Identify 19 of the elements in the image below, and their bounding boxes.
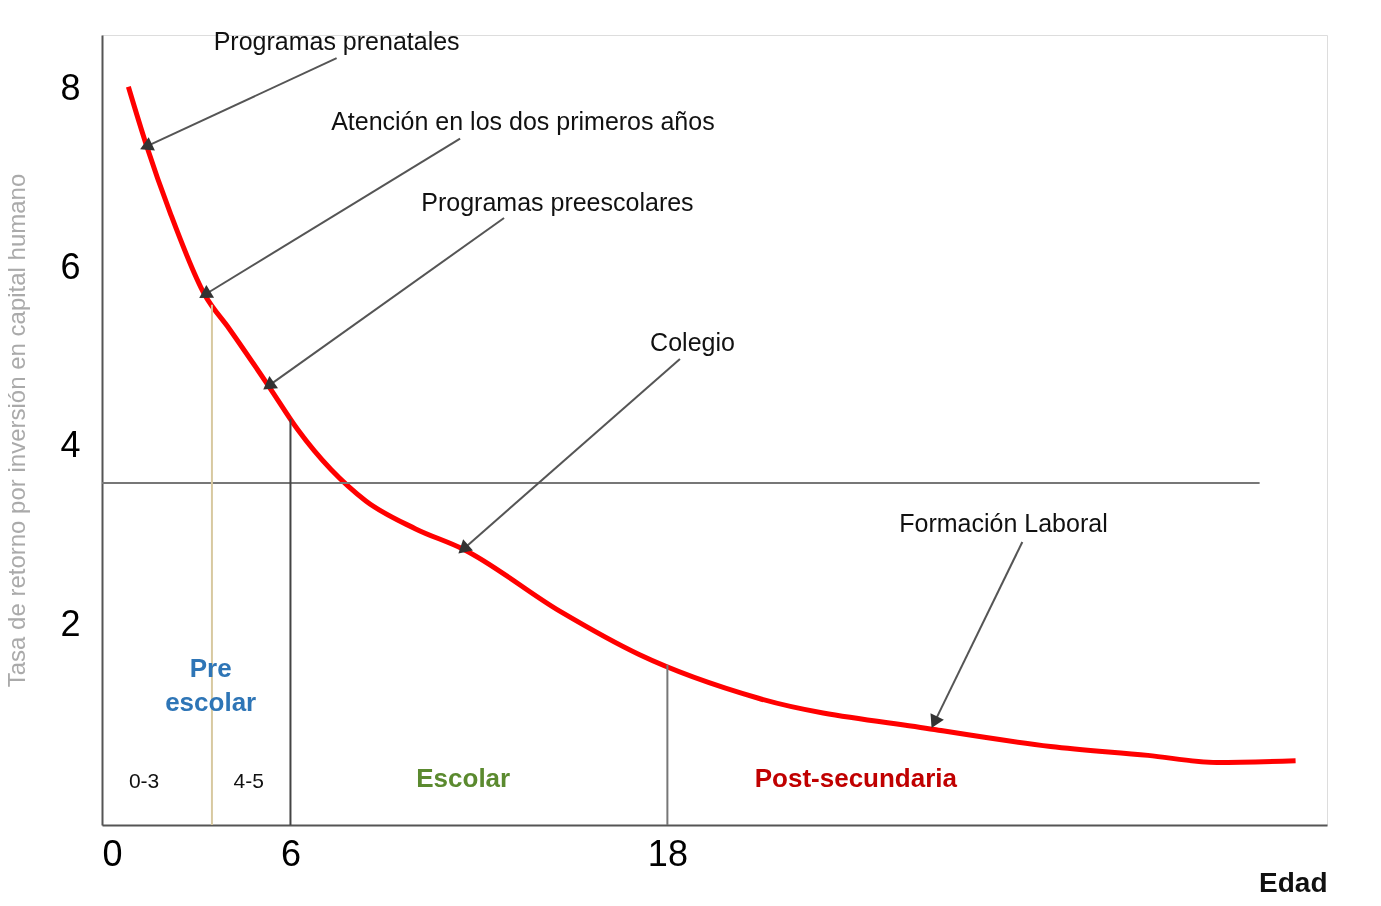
y-tick-label: 2 xyxy=(60,602,81,644)
annotation: Programas preescolares xyxy=(421,187,694,216)
y-tick-label: 8 xyxy=(60,67,81,109)
annotation: Escolar xyxy=(416,763,511,794)
annotation: 0-3 xyxy=(128,769,160,793)
annotation: 4-5 xyxy=(233,769,264,793)
annotation: Formación Laboral xyxy=(899,509,1108,538)
y-tick-label: 6 xyxy=(60,245,81,287)
x-tick-label: 6 xyxy=(280,832,301,874)
annotation: Pre escolar xyxy=(165,652,257,717)
x-tick-label: 0 xyxy=(102,832,123,874)
x-tick-label: 18 xyxy=(647,832,688,874)
y-tick-label: 4 xyxy=(60,424,81,466)
y-axis-title: Tasa de retorno por inversión en capital humano xyxy=(3,173,31,688)
annotation: Programas prenatales xyxy=(213,27,460,56)
annotation: Colegio xyxy=(650,327,735,356)
x-axis-title: Edad xyxy=(1259,866,1328,898)
annotation: Post-secundaria xyxy=(754,763,958,794)
annotation: Atención en los dos primeros años xyxy=(331,107,715,136)
